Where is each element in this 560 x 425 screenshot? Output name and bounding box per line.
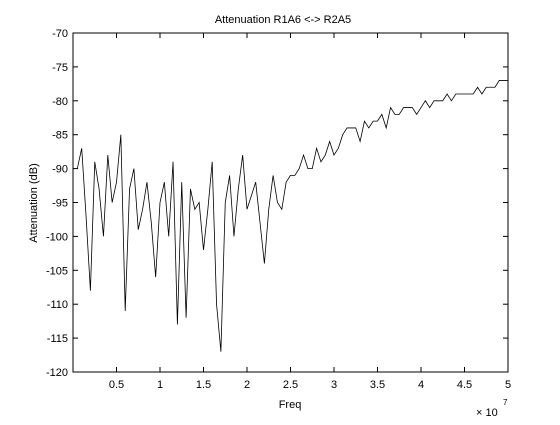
x-tick-label: 3 [331, 379, 337, 391]
y-tick-label: -75 [52, 62, 68, 74]
x-multiplier-label: × 10 [476, 407, 498, 419]
y-tick-label: -95 [52, 198, 68, 210]
x-tick-label: 5 [505, 379, 511, 391]
y-axis-label: Attenuation (dB) [28, 163, 40, 243]
x-axis-label: Freq [279, 399, 302, 411]
x-tick-label: 2.5 [283, 379, 298, 391]
y-tick-label: -90 [52, 164, 68, 176]
y-tick-label: -105 [46, 265, 68, 277]
chart-title: Attenuation R1A6 <-> R2A5 [215, 14, 351, 26]
plot-area [72, 32, 509, 373]
series-line [76, 80, 508, 352]
y-axis: -120 -115 -110 -105 -100 -95 -90 -85 -80 -75 -70 [46, 28, 508, 379]
x-tick-label: 3.5 [370, 379, 385, 391]
x-multiplier-exponent: 7 [503, 398, 508, 407]
x-tick-label: 1 [157, 379, 163, 391]
x-tick-label: 0.5 [109, 379, 124, 391]
x-tick-label: 4.5 [457, 379, 472, 391]
y-tick-label: -120 [46, 367, 68, 379]
y-tick-label: -85 [52, 130, 68, 142]
x-tick-label: 4 [418, 379, 424, 391]
x-axis: 0.5 1 1.5 2 2.5 3 3.5 4 4.5 5 [109, 33, 511, 391]
y-tick-label: -100 [46, 231, 68, 243]
y-tick-label: -115 [47, 333, 68, 345]
x-tick-label: 2 [244, 379, 250, 391]
y-tick-label: -70 [52, 28, 68, 40]
x-tick-label: 1.5 [196, 379, 211, 391]
y-tick-label: -110 [47, 299, 68, 311]
y-tick-label: -80 [52, 96, 68, 108]
